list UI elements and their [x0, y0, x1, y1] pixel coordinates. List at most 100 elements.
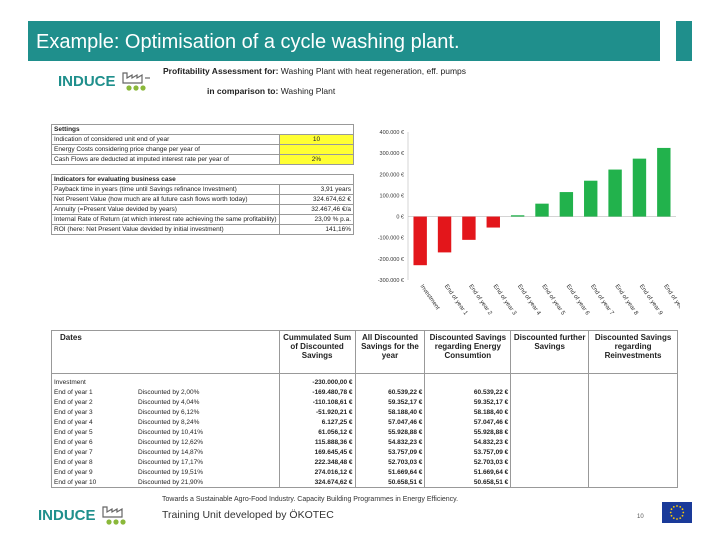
factory-icon: [101, 506, 126, 525]
table-row: End of year 3 Discounted by 6,12% -51.920,…: [51, 407, 678, 418]
date-cell: End of year 8 Discounted by 17,17%: [51, 457, 280, 468]
reinv-cell: [588, 407, 678, 418]
eu-flag-icon: [662, 502, 692, 523]
all-cell: 58.188,40 €: [354, 407, 426, 418]
y-tick-label: 300.000 €: [380, 151, 404, 157]
energy-cell: [424, 377, 512, 388]
bar: [486, 216, 500, 228]
cum-cell: 115.888,36 €: [278, 437, 356, 448]
indicator-value: 141,16%: [279, 224, 354, 235]
comparison-line: in comparison to: Washing Plant: [207, 86, 335, 96]
cum-cell: 222.348,48 €: [278, 457, 356, 468]
category-label: End of year 6: [565, 284, 591, 317]
category-label: End of year 5: [540, 284, 566, 317]
bar: [559, 192, 574, 217]
discount-label: Discounted by 8,24%: [138, 419, 200, 426]
bar: [632, 158, 647, 217]
reinv-cell: [588, 437, 678, 448]
bar: [535, 203, 549, 217]
date-label: Investment: [54, 379, 86, 386]
category-label: End of year 2: [467, 284, 493, 317]
title-bar: Example: Optimisation of a cycle washing…: [28, 21, 660, 61]
page-number: 10: [637, 514, 644, 520]
cum-cell: 324.674,62 €: [278, 477, 356, 488]
title-accent-bar: [676, 21, 692, 61]
date-cell: End of year 6 Discounted by 12,62%: [51, 437, 280, 448]
energy-cell: 51.669,64 €: [424, 467, 512, 478]
table-row: End of year 10 Discounted by 21,90% 324.67…: [51, 477, 678, 488]
column-header: Dates: [51, 330, 280, 374]
table-row: End of year 1 Discounted by 2,00% -169.480…: [51, 387, 678, 398]
settings-table: Settings Indication of considered unit e…: [51, 124, 354, 165]
indicator-label: Internal Rate of Return (at which intere…: [51, 214, 280, 225]
reinv-cell: [588, 477, 678, 488]
date-label: End of year 4: [54, 419, 93, 426]
induce-logo-top: INDUCE: [58, 70, 158, 92]
date-label: End of year 6: [54, 439, 93, 446]
category-label: End of year 10: [662, 284, 680, 320]
table-row: End of year 5 Discounted by 10,41% 61.056,…: [51, 427, 678, 438]
further-cell: [510, 407, 590, 418]
settings-header: Settings: [51, 124, 354, 135]
date-label: End of year 7: [54, 449, 93, 456]
date-label: End of year 2: [54, 399, 93, 406]
further-cell: [510, 427, 590, 438]
discount-label: Discounted by 19,51%: [138, 469, 204, 476]
indicator-value: 3,91 years: [279, 184, 354, 195]
date-cell: End of year 9 Discounted by 19,51%: [51, 467, 280, 478]
induce-logo-bottom: INDUCE: [38, 504, 138, 526]
cum-cell: -230.000,00 €: [278, 377, 356, 388]
date-cell: Investment: [51, 377, 280, 388]
date-label: End of year 9: [54, 469, 93, 476]
further-cell: [510, 457, 590, 468]
bar: [608, 169, 622, 217]
indicator-value: 23,09 % p.a.: [279, 214, 354, 225]
all-cell: 54.832,23 €: [354, 437, 426, 448]
all-cell: 53.757,09 €: [354, 447, 426, 458]
reinv-cell: [588, 447, 678, 458]
further-cell: [510, 387, 590, 398]
further-cell: [510, 377, 590, 388]
column-header: Discounted further Savings: [510, 330, 590, 374]
y-tick-label: 400.000 €: [380, 130, 404, 136]
table-row: End of year 2 Discounted by 4,04% -110.108…: [51, 397, 678, 408]
assessment-line: Profitability Assessment for: Washing Pl…: [163, 66, 466, 76]
footer-note: Towards a Sustainable Agro-Food Industry…: [162, 496, 459, 503]
factory-icon: [121, 72, 150, 91]
column-header: All Discounted Savings for the year: [354, 330, 426, 374]
discount-label: Discounted by 21,90%: [138, 478, 204, 486]
all-cell: 52.703,03 €: [354, 457, 426, 468]
settings-value: [279, 144, 354, 155]
energy-cell: 58.188,40 €: [424, 407, 512, 418]
energy-cell: 52.703,03 €: [424, 457, 512, 468]
reinv-cell: [588, 397, 678, 408]
category-label: End of year 8: [613, 284, 639, 317]
comparison-label: in comparison to:: [207, 86, 279, 96]
further-cell: [510, 397, 590, 408]
date-cell: End of year 10 Discounted by 21,90%: [51, 477, 280, 488]
logo-text: INDUCE: [38, 506, 96, 524]
date-label: End of year 5: [54, 429, 93, 436]
table-row: End of year 4 Discounted by 8,24% 6.127,25…: [51, 417, 678, 428]
category-label: End of year 9: [638, 284, 664, 317]
discount-label: Discounted by 10,41%: [138, 429, 204, 436]
category-label: End of year 4: [516, 284, 542, 317]
cum-cell: 169.645,45 €: [278, 447, 356, 458]
discount-label: Discounted by 14,87%: [138, 449, 204, 456]
further-cell: [510, 437, 590, 448]
bar: [437, 216, 452, 253]
energy-cell: 54.832,23 €: [424, 437, 512, 448]
reinv-cell: [588, 377, 678, 388]
table-row: End of year 9 Discounted by 19,51% 274.016…: [51, 467, 678, 478]
indicator-value: 32.467,46 €/a: [279, 204, 354, 215]
bar: [584, 180, 598, 217]
indicator-value: 324.674,62 €: [279, 194, 354, 205]
discount-label: Discounted by 12,62%: [138, 439, 204, 446]
date-label: End of year 1: [54, 389, 93, 396]
cum-cell: -169.480,78 €: [278, 387, 356, 398]
further-cell: [510, 477, 590, 488]
bar: [510, 215, 525, 217]
reinv-cell: [588, 427, 678, 438]
indicator-label: Annuity (=Present Value devided by years…: [51, 204, 280, 215]
discount-label: Discounted by 17,17%: [138, 459, 204, 466]
